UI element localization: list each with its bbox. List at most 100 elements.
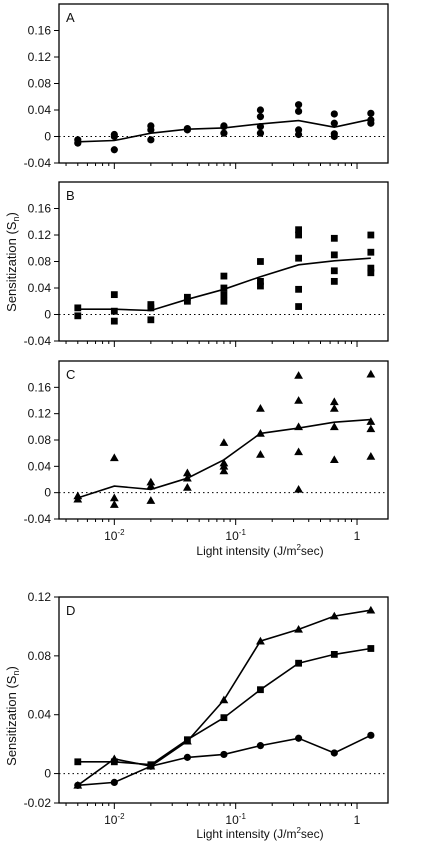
series-point-square bbox=[257, 686, 264, 694]
data-point bbox=[109, 500, 119, 508]
data-point bbox=[257, 258, 264, 265]
data-point bbox=[219, 438, 229, 446]
data-point bbox=[74, 304, 82, 312]
data-point bbox=[330, 251, 338, 259]
data-point bbox=[257, 277, 264, 285]
y-tick-label: -0.04 bbox=[24, 512, 52, 526]
data-point bbox=[183, 293, 191, 301]
data-point bbox=[295, 226, 302, 234]
data-point bbox=[147, 301, 155, 308]
data-point bbox=[330, 267, 338, 275]
data-point bbox=[329, 455, 339, 464]
data-point bbox=[295, 303, 302, 310]
data-point bbox=[256, 404, 265, 412]
data-point bbox=[183, 297, 191, 305]
data-point bbox=[329, 404, 339, 412]
y-tick-label: 0.04 bbox=[28, 281, 52, 295]
series-point-triangle bbox=[329, 611, 339, 620]
data-point bbox=[220, 272, 228, 280]
data-point bbox=[330, 130, 338, 138]
data-point bbox=[329, 422, 339, 431]
data-point bbox=[294, 396, 303, 404]
y-tick-label: 0 bbox=[44, 130, 51, 144]
data-point bbox=[295, 231, 302, 239]
data-point bbox=[219, 458, 229, 467]
data-point bbox=[367, 269, 375, 277]
series-point-circle bbox=[294, 734, 303, 742]
panel-letter: D bbox=[66, 603, 75, 618]
data-point bbox=[220, 297, 228, 305]
data-point bbox=[110, 317, 118, 325]
y-tick-label: 0.08 bbox=[28, 649, 52, 663]
data-point bbox=[367, 109, 375, 117]
data-point bbox=[330, 119, 338, 127]
x-axis-label-bottom: Light intensity (J/m2sec) bbox=[196, 826, 323, 841]
data-point bbox=[74, 312, 82, 320]
y-tick-label: 0.08 bbox=[28, 77, 52, 91]
data-point bbox=[256, 113, 265, 121]
data-point bbox=[73, 491, 83, 500]
y-tick-label: 0.04 bbox=[28, 459, 52, 473]
data-point bbox=[256, 106, 265, 114]
series-point-square bbox=[367, 645, 375, 652]
data-point bbox=[146, 477, 156, 486]
data-point bbox=[367, 264, 375, 272]
panel-c-plot: -0.04 0 0.04 0.08 0.12 0.16 10-2 10-1 1 C bbox=[24, 360, 389, 543]
data-point bbox=[366, 417, 376, 425]
data-point bbox=[367, 116, 375, 124]
panel-a-plot: -0.04 0 0.04 0.08 0.12 0.16 A bbox=[24, 3, 389, 170]
series-point-square bbox=[183, 736, 191, 744]
x-tick-label: 1 bbox=[354, 529, 361, 543]
data-point bbox=[367, 248, 375, 256]
series-point-circle bbox=[367, 731, 375, 739]
panel-letter: A bbox=[66, 10, 75, 25]
data-point bbox=[74, 136, 82, 144]
panel-letter: B bbox=[66, 188, 75, 203]
data-point bbox=[182, 468, 192, 477]
data-point bbox=[110, 291, 118, 299]
data-point bbox=[294, 371, 303, 379]
y-tick-label: -0.04 bbox=[24, 334, 52, 348]
series-point-square bbox=[110, 758, 118, 766]
data-point bbox=[220, 291, 228, 299]
series-line-square bbox=[77, 647, 371, 766]
y-tick-label: 0.04 bbox=[28, 103, 52, 117]
y-axis-label-top: Sensitization (Sn) bbox=[4, 212, 21, 312]
series-point-circle bbox=[74, 781, 82, 789]
data-point bbox=[147, 136, 155, 144]
data-point bbox=[110, 146, 118, 154]
plot-frame bbox=[58, 3, 389, 164]
y-tick-label: 0.16 bbox=[28, 24, 52, 38]
data-point bbox=[295, 254, 302, 262]
series-point-triangle bbox=[294, 624, 303, 633]
y-tick-label: -0.02 bbox=[24, 796, 52, 810]
y-tick-label: 0.12 bbox=[28, 228, 52, 242]
data-point bbox=[219, 466, 229, 475]
data-point bbox=[256, 450, 265, 458]
y-tick-label: 0.12 bbox=[28, 50, 52, 64]
series-point-circle bbox=[220, 750, 228, 759]
series-point-square bbox=[220, 714, 228, 722]
data-point bbox=[294, 101, 303, 109]
series-point-circle bbox=[256, 742, 265, 750]
data-point bbox=[329, 397, 339, 406]
data-point bbox=[220, 122, 228, 130]
series-point-circle bbox=[110, 778, 118, 787]
data-point bbox=[294, 422, 303, 431]
series-point-square bbox=[330, 650, 338, 658]
data-point bbox=[295, 285, 302, 293]
data-point bbox=[256, 129, 265, 137]
y-tick-label: 0.16 bbox=[28, 202, 52, 216]
data-point bbox=[110, 307, 118, 315]
y-tick-label: -0.04 bbox=[24, 156, 52, 170]
data-point bbox=[147, 122, 155, 130]
panel-d-plot: -0.02 0 0.04 0.08 0.12 10-2 10-1 1 D bbox=[24, 590, 389, 827]
series-point-square bbox=[295, 659, 302, 667]
data-point bbox=[366, 452, 376, 460]
data-point bbox=[330, 277, 338, 285]
y-tick-label: 0.04 bbox=[28, 708, 52, 722]
data-point bbox=[294, 484, 303, 493]
series-point-triangle bbox=[366, 605, 376, 614]
data-point bbox=[109, 453, 119, 462]
